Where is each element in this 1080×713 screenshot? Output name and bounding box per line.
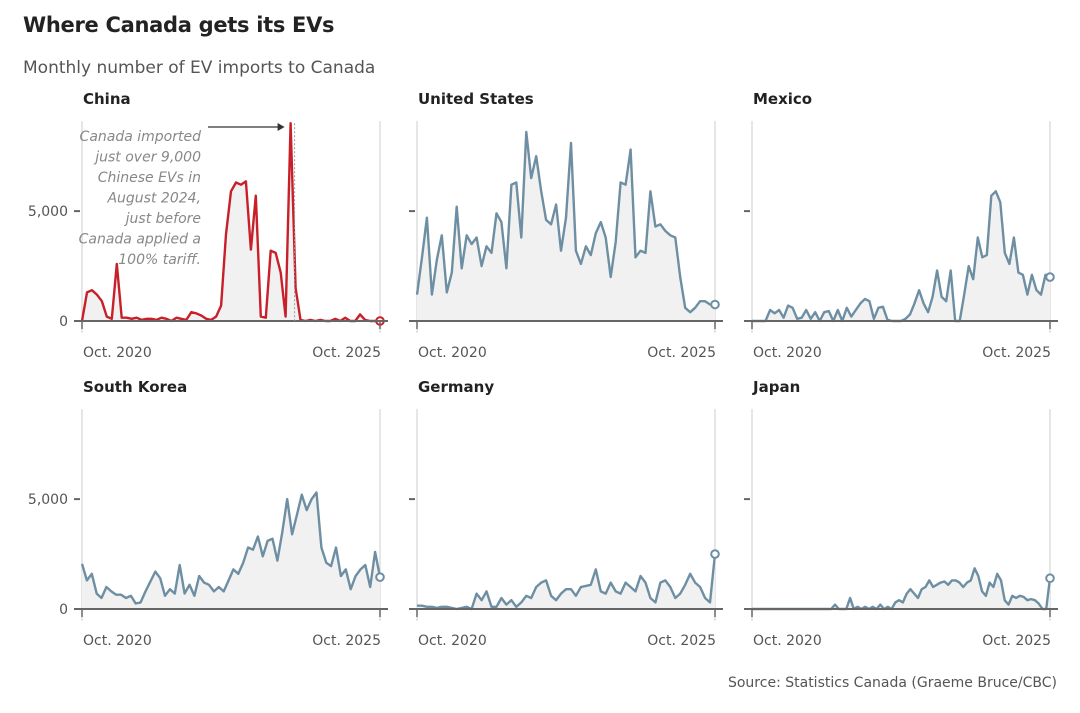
chart-subtitle: Monthly number of EV imports to Canada (23, 58, 376, 78)
y-tick-label-0-china: 0 (59, 314, 68, 330)
area-south-korea (82, 492, 380, 609)
end-point-mexico (1045, 272, 1055, 282)
panel-title-china: China (83, 90, 131, 108)
panel-title-japan: Japan (752, 378, 800, 396)
x-tick-label-end-china: Oct. 2025 (312, 345, 381, 361)
area-germany (417, 554, 715, 609)
end-point-south-korea (375, 572, 385, 582)
panel-title-south-korea: South Korea (83, 378, 187, 396)
panel-title-germany: Germany (418, 378, 494, 396)
x-tick-label-end-germany: Oct. 2025 (647, 633, 716, 649)
y-tick-label-5000-china: 5,000 (28, 204, 68, 220)
x-tick-label-start-united-states: Oct. 2020 (418, 345, 487, 361)
x-tick-label-end-united-states: Oct. 2025 (647, 345, 716, 361)
area-united-states (417, 132, 715, 321)
chart-title: Where Canada gets its EVs (23, 13, 335, 37)
series-line-united-states (415, 130, 715, 314)
annotation-arrowhead (277, 123, 285, 131)
x-tick-label-start-south-korea: Oct. 2020 (83, 633, 152, 649)
source-note: Source: Statistics Canada (Graeme Bruce/… (727, 675, 1057, 691)
panel-title-united-states: United States (418, 90, 534, 108)
x-tick-label-start-japan: Oct. 2020 (753, 633, 822, 649)
annotation-text-line-5: just before (124, 211, 201, 227)
annotation-text-line-6: Canada applied a (79, 232, 201, 248)
x-tick-label-end-japan: Oct. 2025 (982, 633, 1051, 649)
annotation-text-line-3: Chinese EVs in (98, 170, 201, 186)
area-japan (752, 568, 1050, 609)
end-point-united-states (710, 299, 720, 310)
end-point-germany (710, 549, 720, 559)
annotation-text-line-4: August 2024, (106, 191, 201, 207)
annotation-text-line-2: just over 9,000 (93, 150, 201, 166)
annotation-text-line-1: Canada imported (80, 129, 202, 145)
area-mexico (752, 191, 1050, 321)
annotation-text-line-7: 100% tariff. (118, 252, 201, 268)
x-tick-label-start-mexico: Oct. 2020 (753, 345, 822, 361)
end-point-japan (1045, 573, 1055, 584)
series-line-south-korea (80, 491, 382, 605)
panel-title-mexico: Mexico (753, 90, 812, 108)
x-tick-label-start-germany: Oct. 2020 (418, 633, 487, 649)
y-tick-label-5000-south-korea: 5,000 (28, 492, 68, 508)
area-china (82, 123, 380, 321)
x-tick-label-start-china: Oct. 2020 (83, 345, 152, 361)
series-line-germany (417, 553, 717, 611)
x-tick-label-end-south-korea: Oct. 2025 (312, 633, 381, 649)
y-tick-label-0-south-korea: 0 (59, 602, 68, 618)
x-tick-label-end-mexico: Oct. 2025 (982, 345, 1051, 361)
